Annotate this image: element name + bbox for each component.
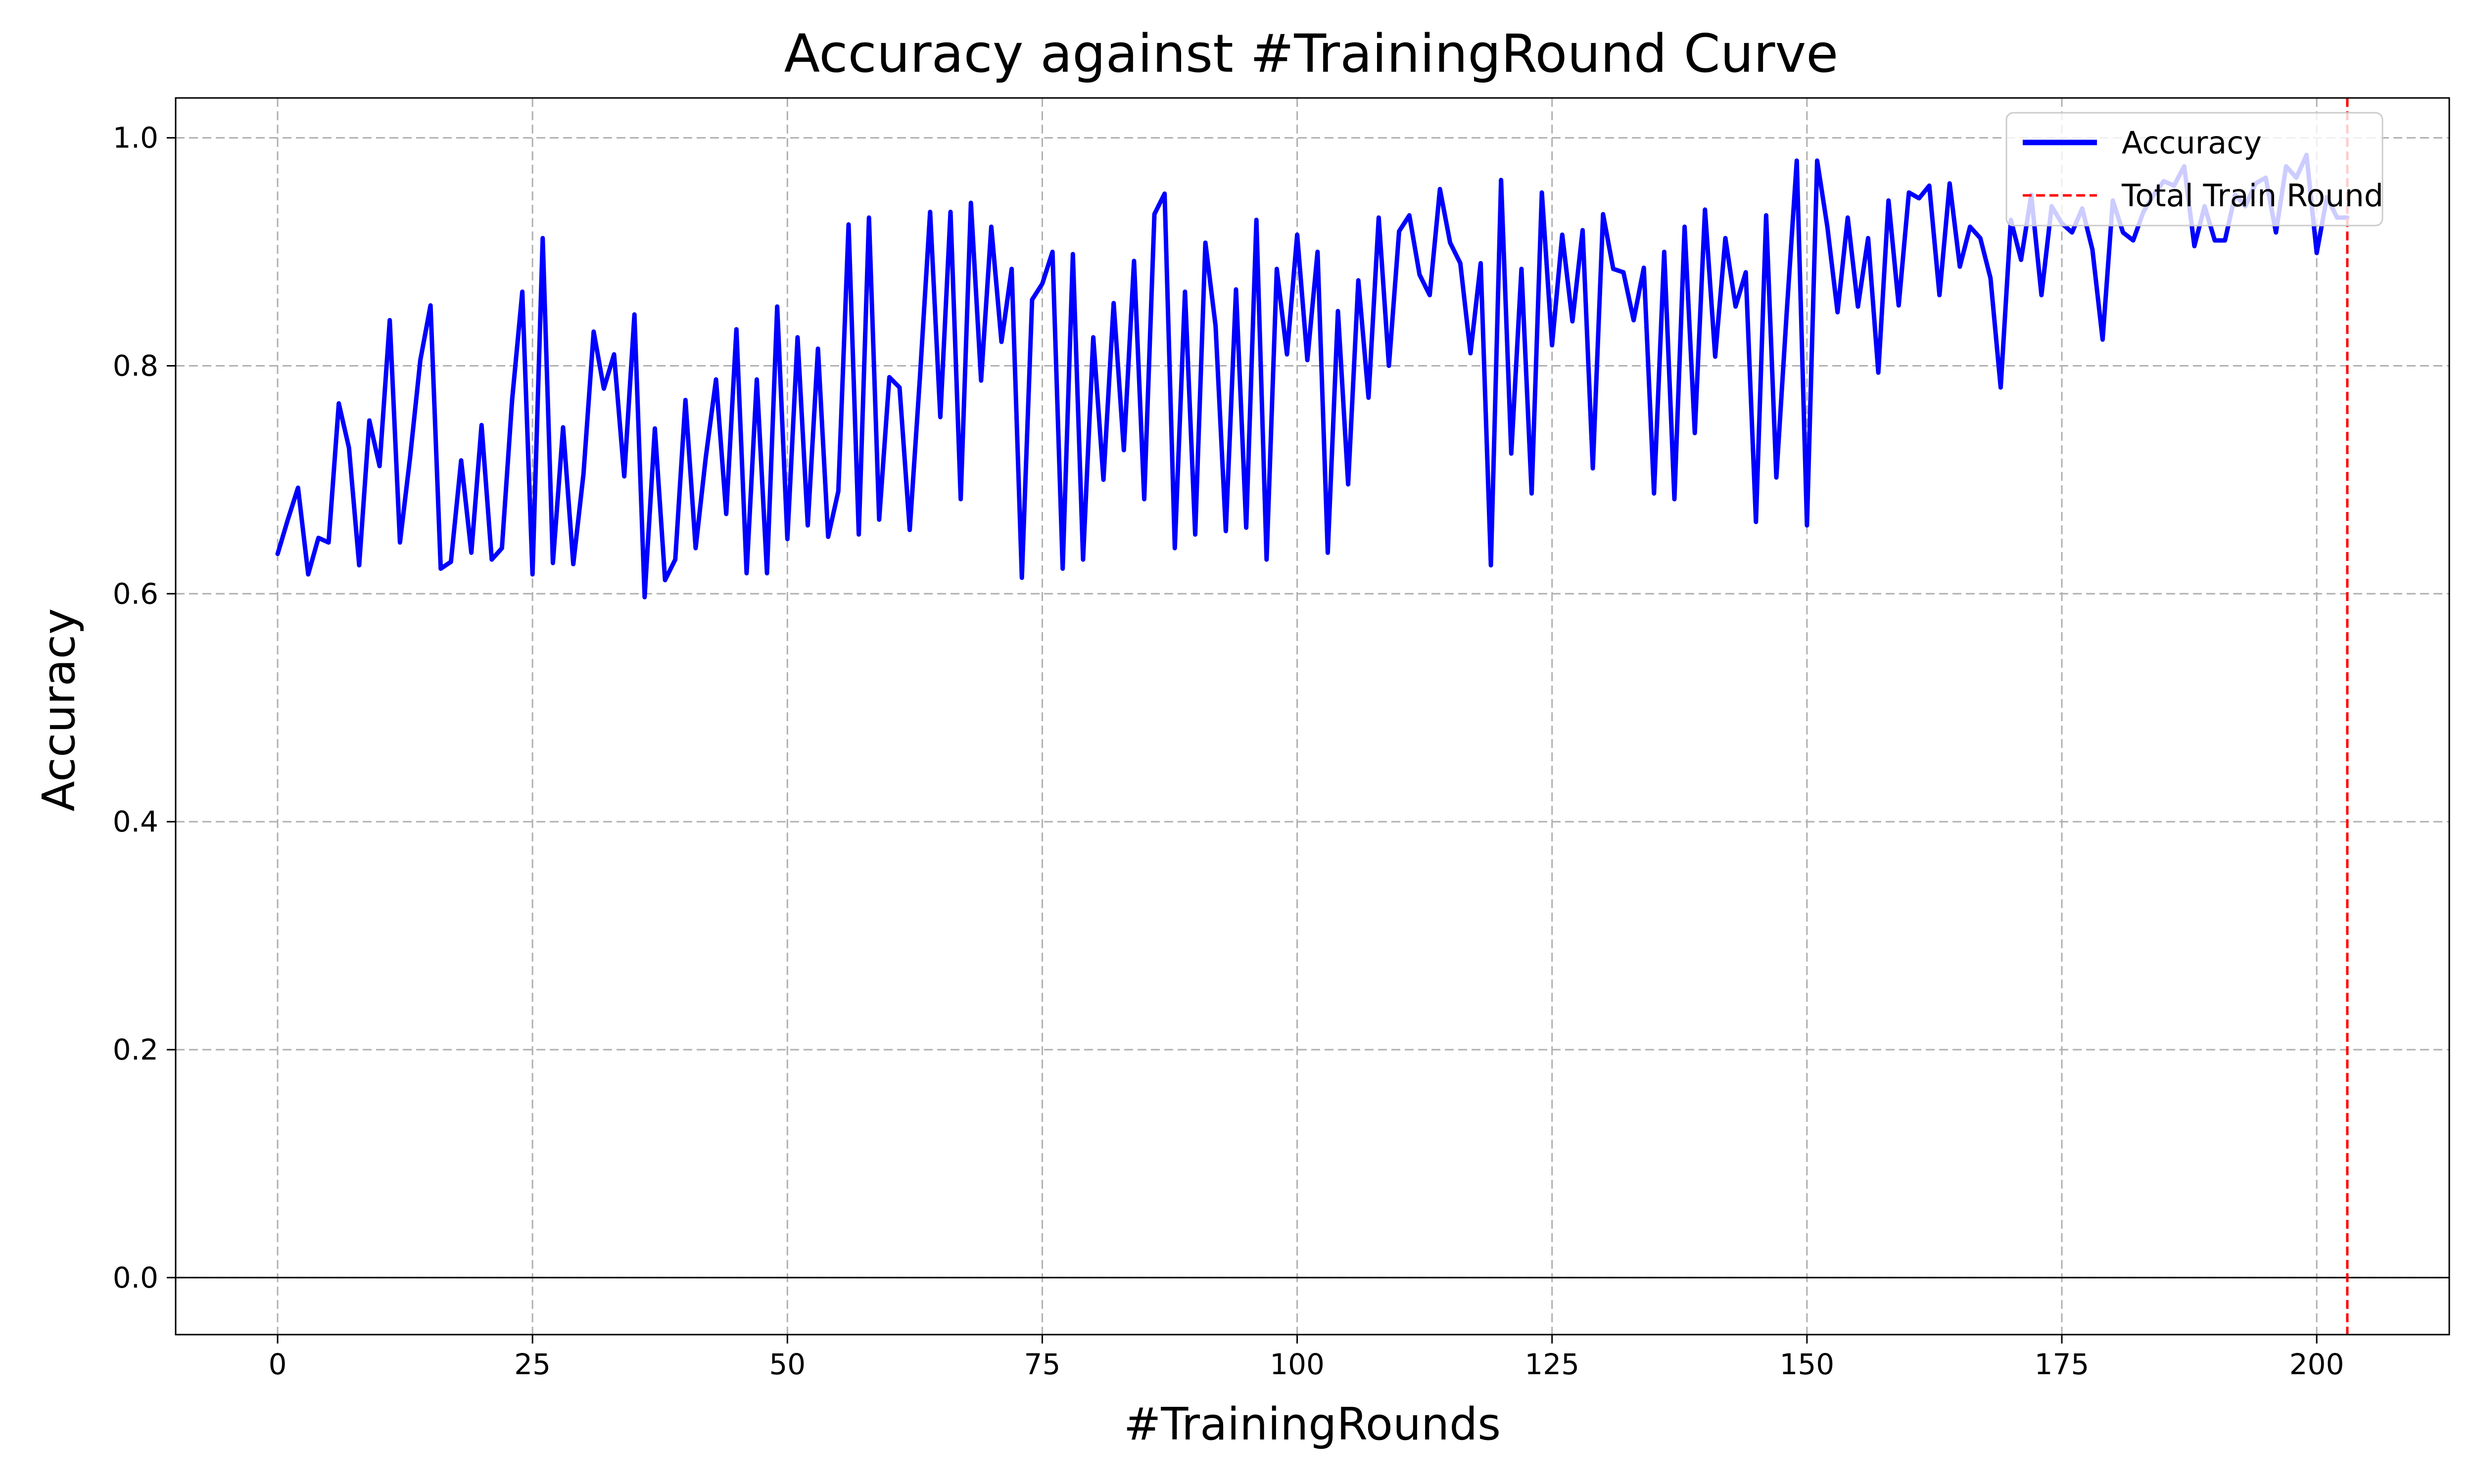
y-tick-label: 0.4	[113, 805, 158, 838]
x-tick-label: 25	[514, 1347, 551, 1381]
legend-label-accuracy: Accuracy	[2122, 125, 2262, 161]
chart-title: Accuracy against #TrainingRound Curve	[784, 23, 1839, 84]
x-tick-label: 50	[769, 1347, 806, 1381]
x-tick-label: 175	[2035, 1347, 2090, 1381]
y-tick-label: 0.8	[113, 349, 158, 382]
y-tick-label: 0.0	[113, 1261, 158, 1295]
accuracy-series-line	[275, 152, 2350, 600]
x-tick-label: 0	[269, 1347, 287, 1381]
ticks: 0 25 50 75 100 125 150 175 200 0.0 0.2 0.4 0.6 0.8 1.0	[113, 121, 2344, 1381]
x-axis-label: #TrainingRounds	[1124, 1398, 1501, 1450]
legend-box	[2005, 112, 2383, 227]
x-tick-label: 100	[1270, 1347, 1325, 1381]
y-tick-label: 0.2	[113, 1033, 158, 1067]
x-tick-label: 75	[1024, 1347, 1061, 1381]
series-layer	[275, 152, 2350, 600]
y-tick-label: 0.6	[113, 577, 158, 610]
legend-label-total-train-round: Total Train Round	[2121, 178, 2383, 214]
legend: Accuracy Total Train Round	[2005, 112, 2383, 227]
y-axis-label: Accuracy	[33, 608, 85, 812]
plot-frame	[175, 97, 2450, 1336]
x-tick-label: 125	[1524, 1347, 1579, 1381]
x-tick-label: 200	[2289, 1347, 2344, 1381]
x-tick-label: 150	[1780, 1347, 1835, 1381]
y-tick-label: 1.0	[113, 121, 158, 155]
